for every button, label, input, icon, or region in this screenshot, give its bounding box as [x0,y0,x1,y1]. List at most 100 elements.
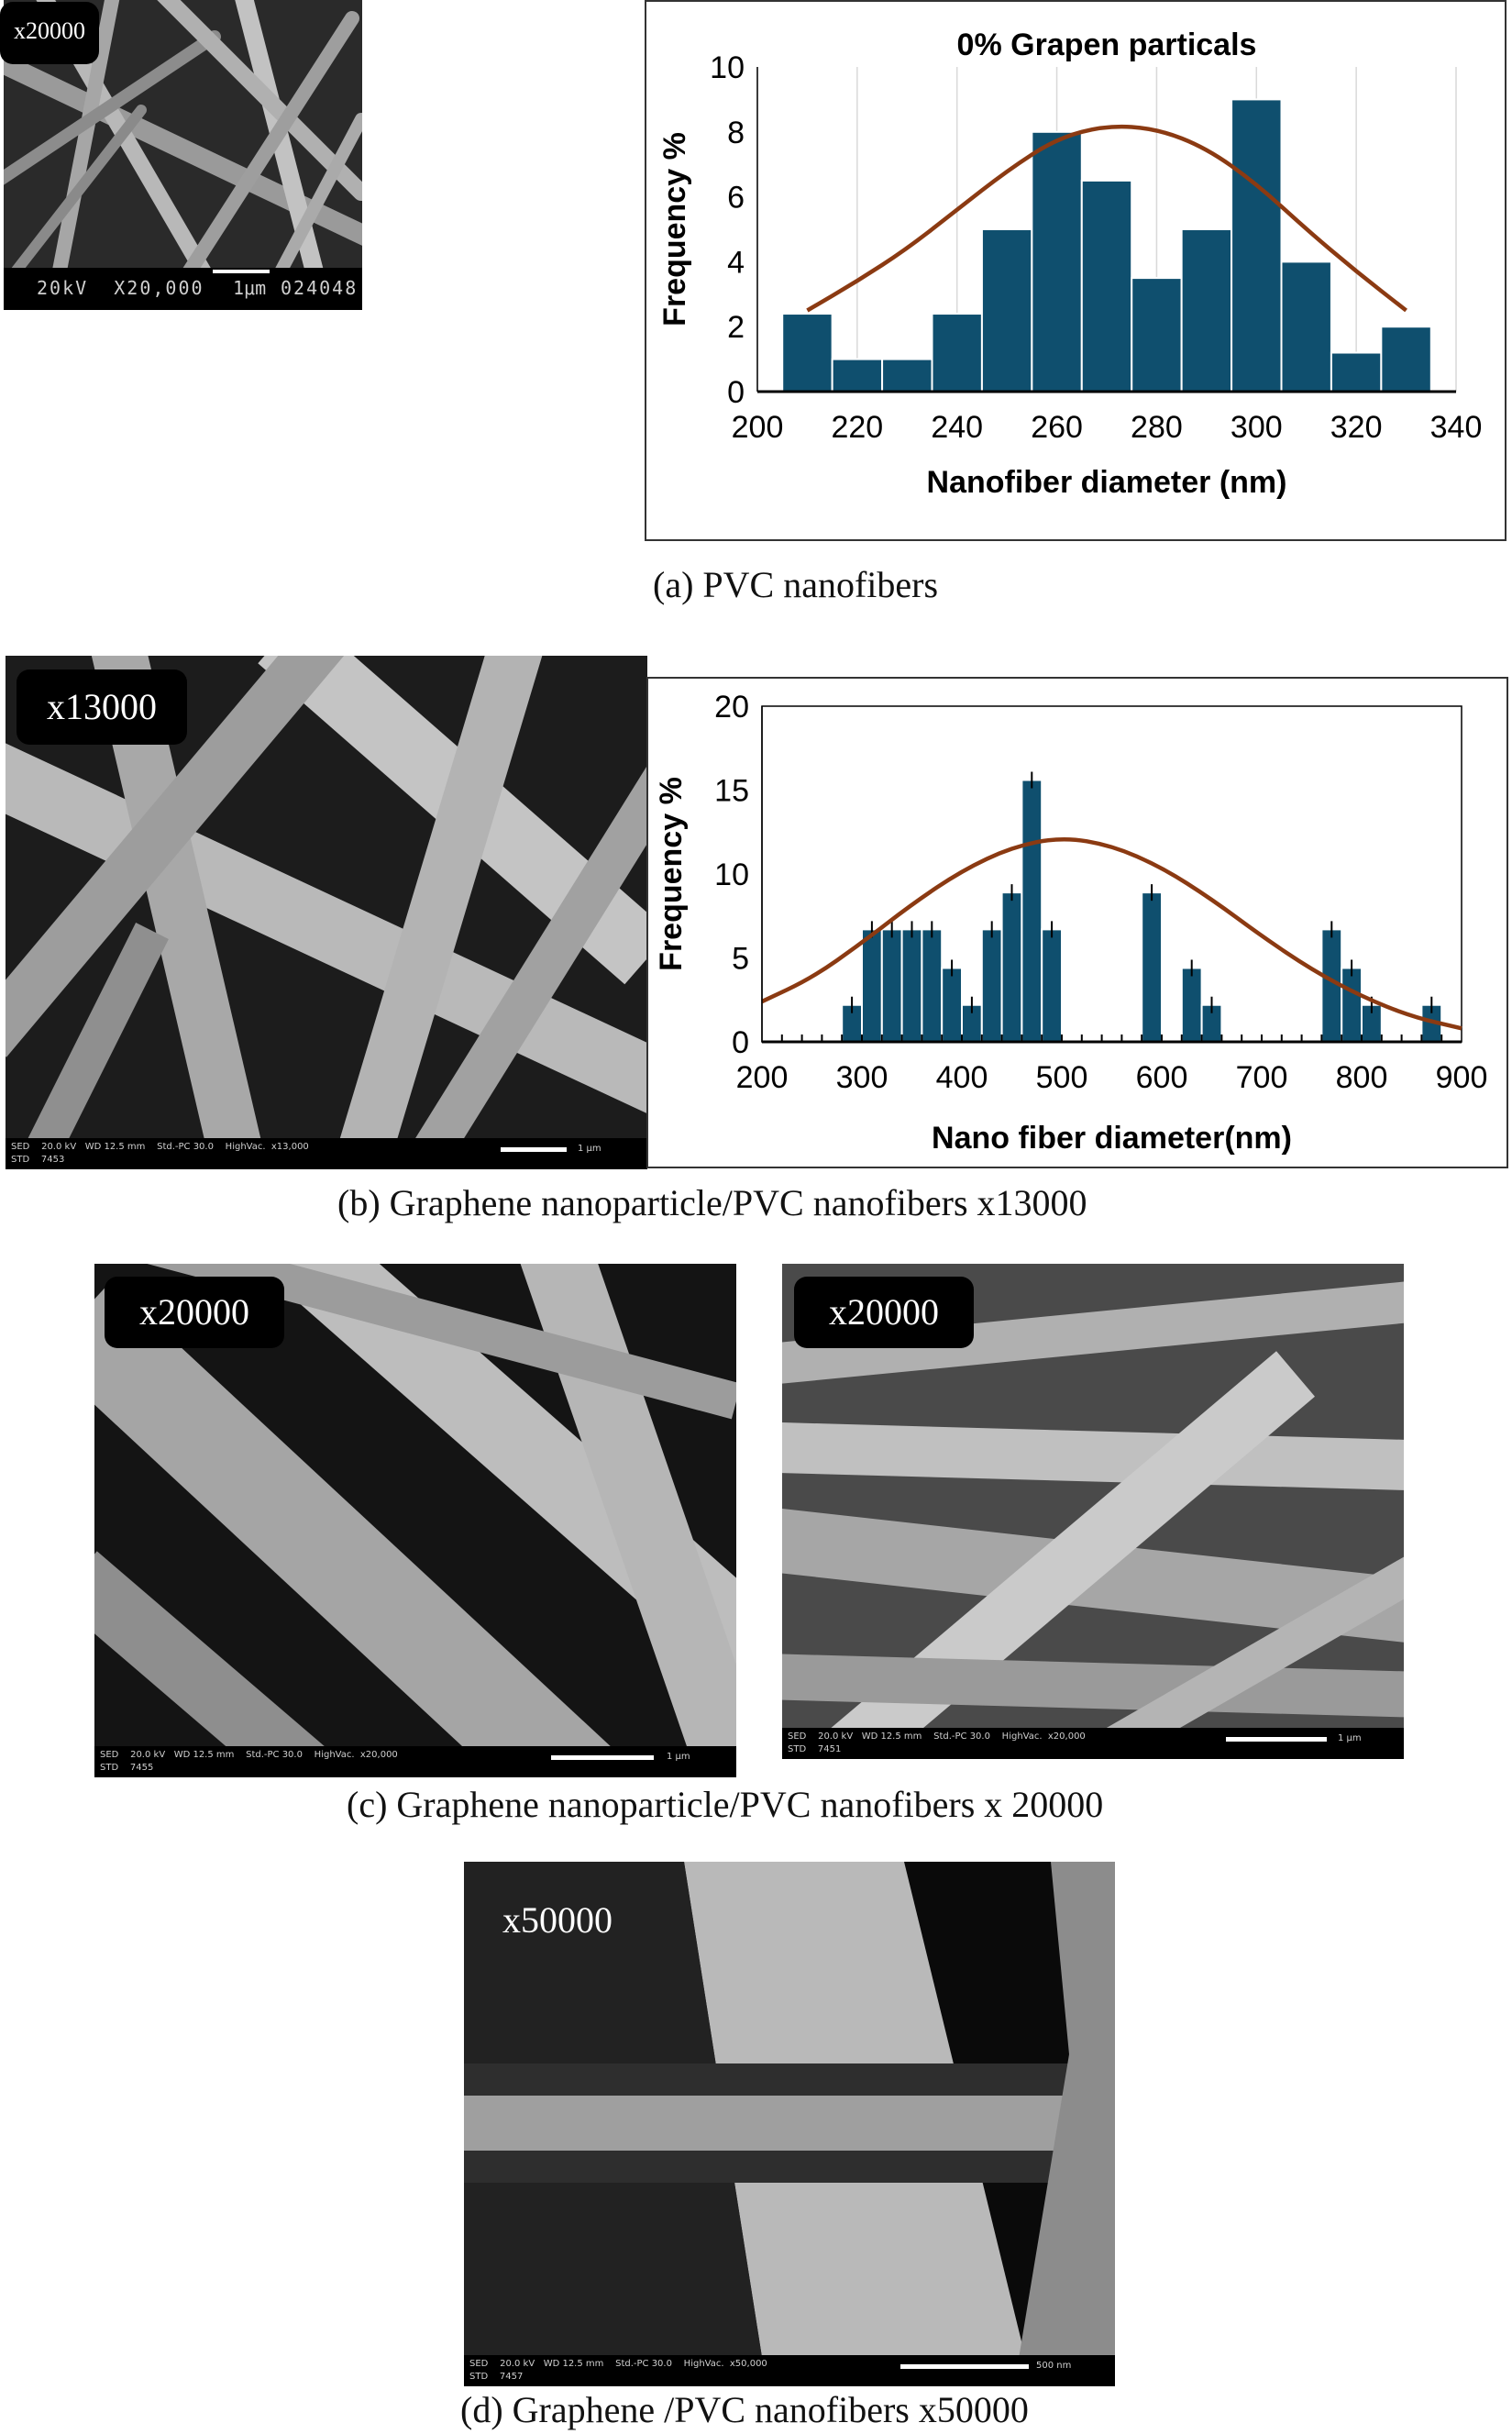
sem-info-d-line1: SED 20.0 kV WD 12.5 mm Std.-PC 30.0 High… [469,2359,767,2369]
chart-b-y-tick-label: 15 [714,774,749,809]
chart-a-y-tick-label: 0 [727,375,745,410]
sem-info-c-right-line2: STD 7451 [788,1744,842,1754]
chart-b-y-axis-label: Frequency % [654,777,689,971]
fiber-texture-d [464,1862,1115,2386]
chart-a-x-tick-label: 220 [831,410,883,445]
chart-b-y-tick-label: 0 [732,1025,749,1060]
chart-b-bar [880,928,903,1044]
magnification-label-c-left: x20000 [105,1277,284,1348]
scale-bar-b [501,1147,567,1152]
chart-a-bar [1131,277,1183,393]
chart-b-bar [1180,967,1203,1044]
chart-b-x-tick-label: 700 [1236,1060,1288,1095]
sem-image-c-left: SED 20.0 kV WD 12.5 mm Std.-PC 30.0 High… [94,1264,736,1777]
chart-a-x-tick-label: 280 [1131,410,1183,445]
chart-b-x-tick-label: 300 [836,1060,888,1095]
chart-a-title: 0% Grapen particals [957,28,1257,62]
chart-a-x-tick-label: 200 [732,410,784,445]
magnification-label-c-right: x20000 [794,1277,974,1348]
histogram-a: 0 2 4 6 8 10 200 220 240 260 280 300 320 340 0% Grapen… [645,0,1506,541]
chart-b-fit-curve [761,837,1462,1031]
chart-b-x-axis-label: Nano fiber diameter(nm) [932,1121,1292,1156]
chart-a-bar [931,313,983,393]
chart-a: 0 2 4 6 8 10 200 220 240 260 280 300 320 340 0% Grapen… [657,28,1483,500]
chart-b-bar [1141,891,1164,1043]
chart-a-bar [1330,351,1383,393]
sem-scale-c-right: 1 μm [1338,1733,1362,1743]
chart-a-bar [1080,179,1133,393]
caption-a: (a) PVC nanofibers [653,564,939,605]
chart-a-bar [1031,130,1083,393]
chart-b-x-tick-label: 900 [1436,1060,1488,1095]
chart-a-fit-curve [806,124,1407,313]
sem-scale-a: 1μm [233,277,267,299]
chart-b-y-tick-label: 20 [714,690,749,725]
sem-infobar-a: 20kV X20,000 1μm 024048 [4,268,362,310]
chart-a-bar [781,313,833,393]
sem-code-a: 024048 [281,277,359,299]
sem-infobar-b: SED 20.0 kV WD 12.5 mm Std.-PC 30.0 High… [6,1138,647,1169]
sem-info-c-left-line2: STD 7455 [100,1763,154,1773]
chart-a-bar [980,228,1033,393]
chart-b-y-tick-label: 10 [714,857,749,892]
chart-a-x-tick-label: 320 [1330,410,1383,445]
chart-a-bar [831,358,884,393]
sem-image-d: SED 20.0 kV WD 12.5 mm Std.-PC 30.0 High… [464,1862,1115,2386]
chart-a-x-tick-label: 260 [1031,410,1083,445]
chart-a-x-axis-label: Nanofiber diameter (nm) [927,465,1287,500]
chart-b-bar [941,967,964,1044]
sem-info-c-left-line1: SED 20.0 kV WD 12.5 mm Std.-PC 30.0 High… [100,1750,398,1760]
fiber-texture-c-left [94,1264,736,1777]
chart-a-x-tick-label: 240 [931,410,983,445]
magnification-label-a: x20000 [0,2,99,64]
chart-a-y-tick-label: 2 [727,310,745,345]
sem-info-c-right-line1: SED 20.0 kV WD 12.5 mm Std.-PC 30.0 High… [788,1731,1086,1742]
scale-bar-a [213,270,270,273]
chart-a-bar [1180,228,1233,393]
chart-a-x-tick-label: 300 [1231,410,1283,445]
chart-b-y-tick-label: 5 [732,942,749,977]
chart-a-y-tick-label: 4 [727,245,745,280]
magnification-label-b: x13000 [17,669,187,745]
sem-info-a: 20kV X20,000 [37,277,204,299]
chart-b-bar [1000,891,1023,1043]
chart-b-bar [980,928,1003,1044]
chart-b-x-tick-label: 500 [1036,1060,1088,1095]
chart-a-y-tick-label: 10 [710,50,745,85]
chart-a-bar [1280,260,1332,393]
caption-b: (b) Graphene nanoparticle/PVC nanofibers… [337,1182,1087,1223]
chart-b-x-tick-label: 800 [1336,1060,1388,1095]
sem-infobar-c-left: SED 20.0 kV WD 12.5 mm Std.-PC 30.0 High… [94,1746,736,1777]
sem-infobar-c-right: SED 20.0 kV WD 12.5 mm Std.-PC 30.0 High… [782,1728,1404,1759]
histogram-b: 0 5 10 15 20 200 300 400 500 600 700 800 900 Nano fib… [646,677,1508,1168]
chart-a-y-tick-label: 6 [727,181,745,216]
scale-bar-d [900,2364,1029,2369]
sem-scale-d: 500 nm [1036,2361,1072,2371]
chart-b: 0 5 10 15 20 200 300 400 500 600 700 800 900 Nano fib… [654,690,1488,1156]
caption-c: (c) Graphene nanoparticle/PVC nanofibers… [347,1784,1104,1825]
chart-a-x-tick-label: 340 [1430,410,1483,445]
chart-b-bar [900,928,923,1044]
chart-b-bar [1341,967,1363,1044]
sem-info-b-line2: STD 7453 [11,1155,65,1165]
chart-b-x-tick-label: 400 [936,1060,988,1095]
scale-bar-c-right [1226,1737,1327,1742]
sem-image-c-right: SED 20.0 kV WD 12.5 mm Std.-PC 30.0 High… [782,1264,1404,1759]
sem-info-d-line2: STD 7457 [469,2372,524,2382]
fiber-texture-c-right [782,1264,1404,1759]
sem-image-a: 20kV X20,000 1μm 024048 [4,0,362,310]
caption-d: (d) Graphene /PVC nanofibers x50000 [460,2389,1029,2430]
scale-bar-c-left [551,1755,654,1760]
chart-a-y-axis-label: Frequency % [657,132,692,326]
chart-b-bar [1041,928,1064,1044]
sem-scale-b: 1 μm [578,1144,601,1154]
chart-a-bar [1380,326,1432,393]
magnification-label-d: x50000 [502,1899,613,1941]
chart-b-x-tick-label: 600 [1136,1060,1188,1095]
sem-infobar-d: SED 20.0 kV WD 12.5 mm Std.-PC 30.0 High… [464,2355,1115,2386]
chart-b-bar [861,928,883,1044]
chart-a-bar [1231,98,1283,393]
chart-b-bar [921,928,944,1044]
chart-b-bar [1021,779,1043,1044]
chart-a-y-tick-label: 8 [727,116,745,150]
